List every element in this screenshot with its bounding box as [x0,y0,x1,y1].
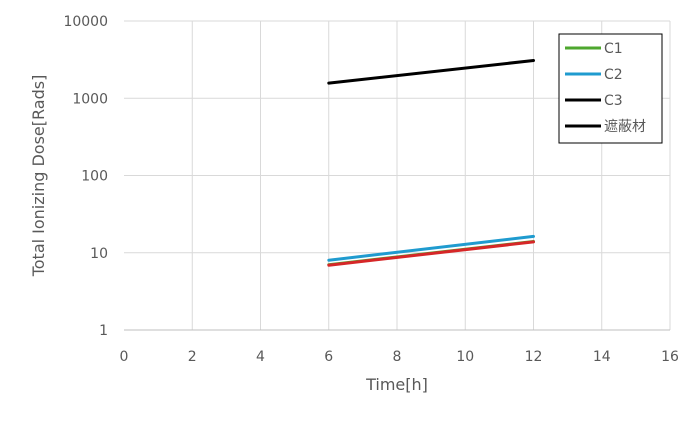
y-axis-title: Total Ionizing Dose[Rads] [29,75,48,278]
legend-items: C1 C2 C3 遮蔽材 [565,41,646,135]
legend-label: C2 [604,67,623,83]
x-tick-label: 12 [525,349,543,365]
x-tick-label: 4 [256,349,265,365]
legend-label: C3 [604,93,623,109]
x-tick-label: 16 [661,349,679,365]
x-tick-label: 0 [120,349,129,365]
legend: C1 C2 C3 遮蔽材 [558,33,663,144]
x-tick-label: 2 [188,349,197,365]
y-tick-label: 1 [99,323,108,339]
x-tick-label: 14 [593,349,611,365]
x-tick-label: 8 [393,349,402,365]
x-tick-labels: 0 2 4 6 8 10 12 14 16 [120,349,679,365]
y-tick-label: 100 [81,169,108,185]
x-tick-label: 6 [324,349,333,365]
y-tick-label: 10 [90,246,108,262]
legend-label: 遮蔽材 [604,119,646,135]
y-tick-label: 1000 [72,91,108,107]
series-line [327,59,535,85]
legend-label: C1 [604,41,623,57]
series-lines [327,59,535,267]
x-axis-title: Time[h] [365,375,428,394]
series-line [327,240,535,267]
y-tick-labels: 1 10 100 1000 10000 [63,14,108,339]
series-line [327,234,535,262]
y-tick-label: 10000 [63,14,108,30]
x-tick-label: 10 [456,349,474,365]
